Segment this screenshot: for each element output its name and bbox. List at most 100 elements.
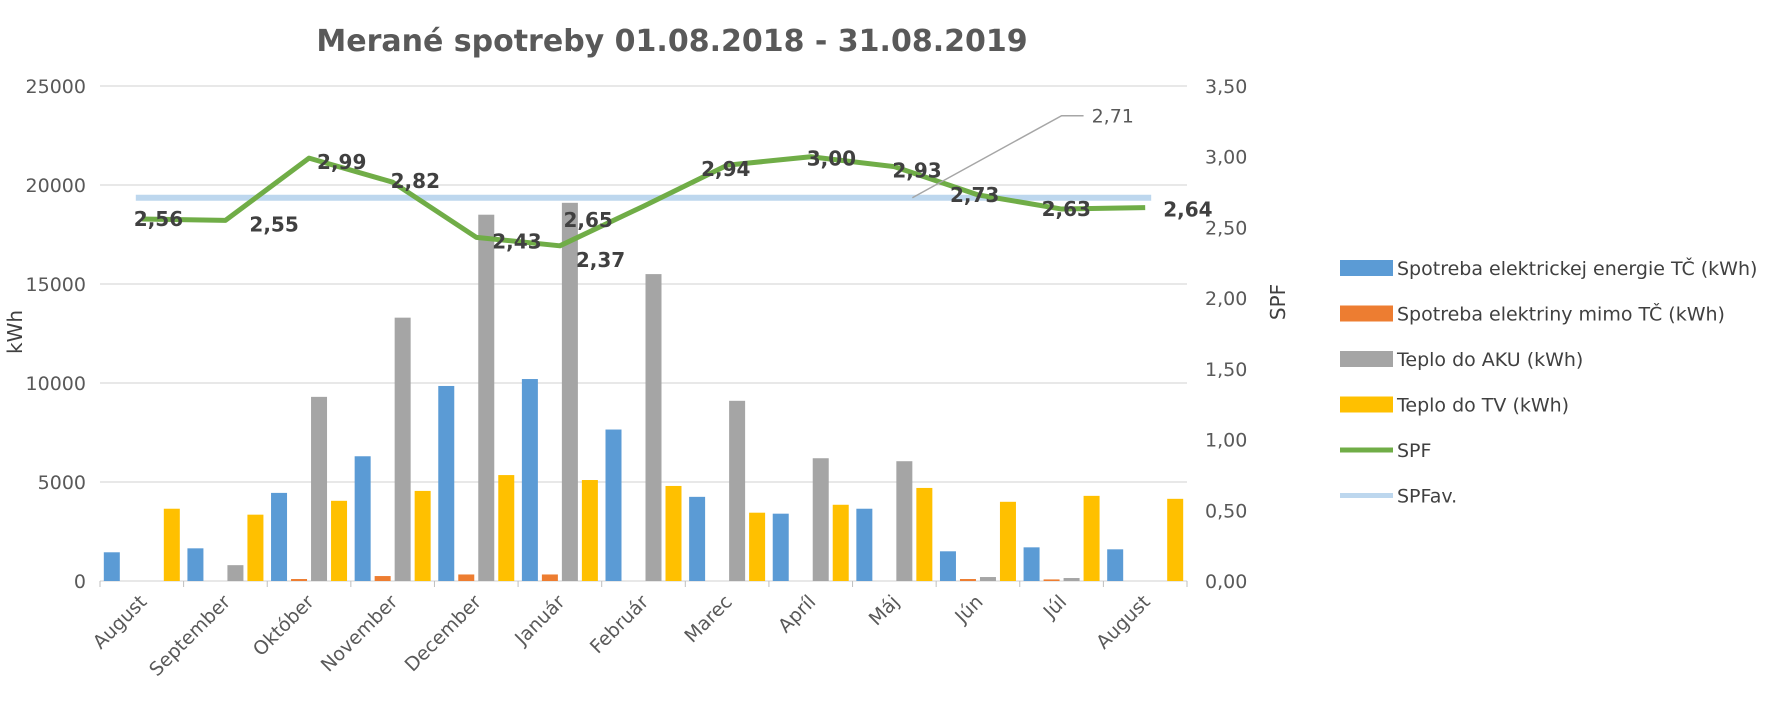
legend: Spotreba elektrickej energie TČ (kWh) Spo… (1340, 256, 1757, 508)
bar (291, 579, 308, 581)
x-tick-label: December (401, 591, 486, 676)
bar (331, 500, 348, 581)
axes: 0 5000 10000 15000 20000 25000 0,00 0,50 1,00 1,5… (26, 76, 1248, 681)
bars (103, 202, 1184, 581)
x-tick-label: Apríl (774, 591, 820, 637)
bar (458, 574, 475, 581)
x-tick-label: Október (249, 591, 319, 661)
spf-data-label: 2,63 (1042, 197, 1091, 221)
legend-entry-label: Spotreba elektriny mimo TČ (kWh) (1397, 302, 1725, 326)
x-tick-label: Február (586, 591, 653, 658)
legend-entry-label: SPFav. (1397, 486, 1457, 508)
y2-tick-label: 3,50 (1205, 76, 1247, 98)
y-tick-label: 10000 (26, 373, 86, 395)
spf-data-label: 2,99 (317, 150, 366, 174)
bar (812, 458, 829, 581)
x-tick-label: November (317, 591, 403, 677)
x-tick-label: Marec (680, 591, 736, 647)
spf-line (141, 154, 1146, 249)
bar (979, 577, 996, 581)
bar (271, 492, 288, 581)
bar (354, 456, 371, 581)
y2-tick-label: 0,50 (1205, 500, 1247, 522)
x-tick-label: Január (510, 591, 569, 650)
legend-swatch (1340, 396, 1393, 413)
spf-data-label: 2,65 (564, 208, 613, 232)
bar (916, 487, 933, 581)
bar (896, 461, 913, 581)
x-tick-label: September (145, 591, 235, 681)
bar (1023, 547, 1040, 581)
bar (498, 475, 515, 581)
bar (541, 574, 558, 581)
lines (135, 154, 1152, 249)
bar (749, 512, 766, 581)
bar (605, 429, 622, 581)
bar (1107, 549, 1124, 581)
bar (1083, 495, 1100, 581)
bar (414, 490, 431, 581)
legend-entry-label: Teplo do TV (kWh) (1396, 395, 1569, 417)
y2-axis-title: SPF (1266, 284, 1290, 320)
y-tick-label: 25000 (26, 76, 86, 98)
bar (561, 202, 578, 581)
spf-data-label: 2,56 (134, 207, 183, 231)
bar (772, 513, 789, 581)
bar (665, 485, 682, 581)
y2-tick-label: 1,50 (1205, 359, 1247, 381)
y-tick-label: 5000 (38, 472, 86, 494)
bar (311, 396, 328, 581)
spf-data-label: 2,55 (249, 212, 298, 236)
bar (103, 552, 120, 581)
y-axis-title: kWh (3, 310, 27, 354)
gridlines (100, 85, 1187, 582)
x-tick-label: Júl (1039, 591, 1071, 623)
spf-data-label: 3,00 (807, 147, 856, 171)
bar (374, 576, 391, 581)
data-labels: 2,56 2,55 2,99 2,82 2,43 2,37 2,65 2,94 3,00 2,93… (134, 106, 1213, 272)
bar (394, 317, 411, 581)
chart-title: Merané spotreby 01.08.2018 - 31.08.2019 (316, 24, 1027, 59)
bar (1167, 498, 1184, 581)
x-tick-label: August (89, 591, 152, 654)
y-tick-label: 20000 (26, 175, 86, 197)
bar (729, 400, 746, 581)
bar (959, 579, 976, 581)
bar (1043, 579, 1060, 581)
y2-tick-label: 3,00 (1205, 147, 1247, 169)
y2-tick-label: 1,00 (1205, 430, 1247, 452)
x-tick-label: August (1092, 591, 1155, 654)
spf-data-label: 2,64 (1163, 198, 1212, 222)
bar (227, 565, 244, 581)
legend-entry-label: Teplo do AKU (kWh) (1396, 349, 1583, 371)
bar (478, 214, 495, 581)
legend-swatch (1340, 260, 1393, 276)
y2-tick-label: 2,50 (1205, 217, 1247, 239)
spf-average-data-label: 2,71 (1092, 106, 1134, 128)
y-tick-label: 0 (74, 571, 86, 593)
bar (689, 496, 706, 581)
bar (247, 514, 264, 581)
spf-average-leader-line (911, 114, 1084, 199)
bar (521, 379, 538, 581)
spf-data-label: 2,94 (701, 157, 750, 181)
bar (999, 501, 1016, 581)
bar (939, 551, 956, 581)
x-tick-label: Máj (865, 591, 904, 630)
legend-entry-label: SPF (1397, 440, 1431, 462)
y2-tick-label: 0,00 (1205, 571, 1247, 593)
bar (163, 508, 180, 581)
bar (832, 504, 849, 581)
bar (187, 548, 204, 581)
bar (645, 274, 662, 581)
bar (856, 508, 873, 581)
bar (1063, 578, 1080, 581)
y2-tick-label: 2,00 (1205, 288, 1247, 310)
legend-swatch (1340, 351, 1393, 367)
spf-data-label: 2,82 (391, 169, 440, 193)
spf-data-label: 2,93 (892, 159, 941, 183)
bar (581, 480, 598, 581)
bar (438, 385, 455, 581)
y-tick-label: 15000 (26, 274, 86, 296)
